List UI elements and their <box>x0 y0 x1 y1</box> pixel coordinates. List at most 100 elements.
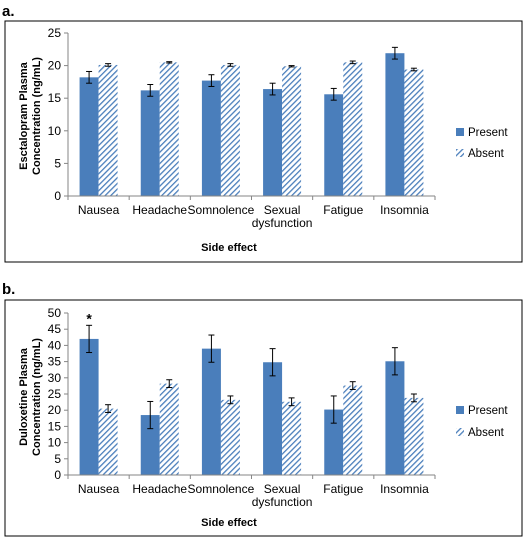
bar-present-4 <box>263 89 283 196</box>
panel-b-label: b. <box>2 281 15 298</box>
bar-absent-4 <box>282 66 302 196</box>
panel-a-x-ticks: Nausea Headache Somnolence Sexual dysfunctio… <box>78 203 429 230</box>
panel-b-y-axis-label: Duloxetine Plasma Concentration (ng/mL) <box>18 338 43 456</box>
x-tick-label: Somnolence <box>188 203 255 217</box>
legend-present-label: Present <box>468 127 508 139</box>
y-tick-label: 10 <box>48 436 62 450</box>
bar-absent-2 <box>159 383 179 475</box>
panel-b-bars <box>79 324 424 475</box>
bar-absent-2 <box>159 62 179 197</box>
bar-present-2 <box>140 415 160 475</box>
y-tick-label: 5 <box>54 452 61 466</box>
x-tick-label-line: Somnolence <box>188 203 255 217</box>
x-tick-label: Headache <box>132 203 187 217</box>
legend-absent-label: Absent <box>468 427 505 439</box>
x-tick-label-line: Sexual <box>264 482 301 496</box>
x-tick-label-line: Nausea <box>78 482 120 496</box>
x-tick-label: Fatigue <box>323 203 363 217</box>
bar-present-3 <box>201 80 221 196</box>
y-tick-label: 50 <box>48 306 62 320</box>
x-tick-label-line: Sexual <box>264 203 301 217</box>
legend-present-label: Present <box>468 405 508 417</box>
y-tick-label: 0 <box>54 189 61 203</box>
bar-present-4 <box>263 362 283 475</box>
panel-b-y-ticks: 0 5 10 15 20 25 30 35 40 45 50 <box>48 306 62 482</box>
chart-panel-a: a. Esctalopram Plasma Concentration (ng/… <box>2 3 523 263</box>
panel-a-x-axis-label: Side effect <box>201 242 257 254</box>
panel-b-x-axis-label: Side effect <box>201 517 257 529</box>
x-tick-label: Sexual dysfunction <box>252 482 313 509</box>
legend-present-swatch <box>456 128 464 136</box>
x-tick-label-line: Insomnia <box>380 203 429 217</box>
bar-absent-4 <box>282 401 302 475</box>
x-tick-label: Sexual dysfunction <box>252 203 313 230</box>
x-tick-label-line: Nausea <box>78 203 120 217</box>
x-tick-label-line: Insomnia <box>380 482 429 496</box>
bar-absent-5 <box>343 62 363 197</box>
y-tick-label: 25 <box>48 387 62 401</box>
bar-present-1 <box>79 338 99 475</box>
bar-present-6 <box>385 361 405 475</box>
bar-absent-1 <box>98 408 118 475</box>
panel-a-y-axis-label-line-1: Esctalopram Plasma <box>18 61 30 169</box>
bar-absent-6 <box>404 397 424 475</box>
y-tick-label: 20 <box>48 59 62 73</box>
y-tick-label: 0 <box>54 468 61 482</box>
panel-a-frame <box>4 20 523 263</box>
panel-b-y-axis-label-line-2: Concentration (ng/mL) <box>31 338 43 456</box>
y-tick-label: 15 <box>48 91 62 105</box>
bar-absent-3 <box>220 399 240 475</box>
x-tick-label-line: dysfunction <box>252 216 313 230</box>
bar-absent-5 <box>343 385 363 475</box>
x-tick-label: Nausea <box>78 482 120 496</box>
panel-b-x-ticks: Nausea Headache Somnolence Sexual dysfunctio… <box>78 482 429 509</box>
x-tick-label-line: Somnolence <box>188 482 255 496</box>
bar-present-1 <box>79 77 99 196</box>
x-tick-label: Nausea <box>78 203 120 217</box>
y-tick-label: 25 <box>48 26 62 40</box>
panel-a-y-axis-label: Esctalopram Plasma Concentration (ng/mL) <box>18 57 43 175</box>
x-tick-label-line: Fatigue <box>323 482 363 496</box>
panel-b-axes <box>64 312 436 479</box>
x-tick-label-line: dysfunction <box>252 495 313 509</box>
x-tick-label-line: Headache <box>132 203 187 217</box>
x-tick-label: Somnolence <box>188 482 255 496</box>
x-tick-label-line: Fatigue <box>323 203 363 217</box>
bar-present-6 <box>385 53 405 196</box>
bar-present-3 <box>201 348 221 475</box>
panel-a-y-axis-label-line-2: Concentration (ng/mL) <box>31 57 43 175</box>
bar-absent-6 <box>404 69 424 196</box>
bar-present-2 <box>140 90 160 196</box>
panel-a-axes <box>64 32 436 200</box>
y-tick-label: 35 <box>48 355 62 369</box>
y-tick-label: 30 <box>48 371 62 385</box>
panel-b-annotations: * <box>86 310 92 326</box>
x-tick-label-line: Headache <box>132 482 187 496</box>
panel-b-y-axis-label-line-1: Duloxetine Plasma <box>18 347 30 446</box>
chart-panel-b: b. Duloxetine Plasma Concentration (ng/m… <box>2 281 523 537</box>
x-tick-label: Headache <box>132 482 187 496</box>
panel-a-bars <box>79 46 424 197</box>
panel-b-frame <box>4 299 523 537</box>
panel-a-y-ticks: 0 5 10 15 20 25 <box>48 26 62 203</box>
legend-absent-label: Absent <box>468 148 505 160</box>
x-tick-label: Insomnia <box>380 203 429 217</box>
panel-b-legend: Present Absent <box>456 405 508 439</box>
significance-marker: * <box>86 310 92 326</box>
x-tick-label: Insomnia <box>380 482 429 496</box>
panel-a-legend: Present Absent <box>456 127 508 160</box>
legend-absent-swatch <box>456 149 464 157</box>
y-tick-label: 15 <box>48 419 62 433</box>
y-tick-label: 10 <box>48 124 62 138</box>
x-tick-label: Fatigue <box>323 482 363 496</box>
bar-present-5 <box>324 409 344 475</box>
bar-present-5 <box>324 94 344 196</box>
y-tick-label: 5 <box>54 156 61 170</box>
y-tick-label: 40 <box>48 338 62 352</box>
y-tick-label: 20 <box>48 403 62 417</box>
legend-absent-swatch <box>456 428 464 436</box>
bar-absent-1 <box>98 64 118 196</box>
y-tick-label: 45 <box>48 322 62 336</box>
